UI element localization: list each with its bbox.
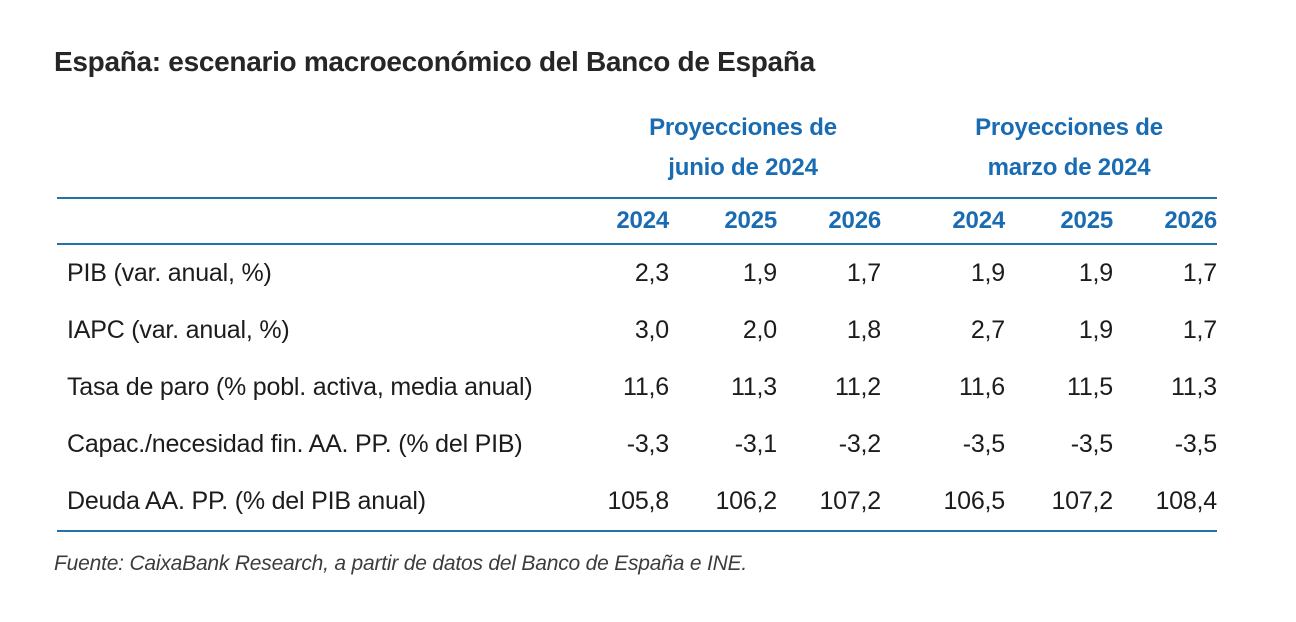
table-head: Proyecciones de junio de 2024 Proyeccion… (57, 108, 1217, 245)
empty-label-cell (57, 198, 565, 245)
cell-value: -3,3 (626, 430, 669, 458)
year-header: 2026 (1113, 198, 1217, 245)
cell-value: -3,5 (962, 430, 1005, 458)
source-note: Fuente: CaixaBank Research, a partir de … (54, 552, 748, 575)
cell-value: 1,8 (846, 316, 881, 344)
cell-value: 105,8 (565, 473, 669, 532)
cell-value: 108,4 (1113, 473, 1217, 532)
cell-value: 1,7 (1182, 259, 1217, 287)
year-header: 2024 (565, 198, 669, 245)
macro-table: Proyecciones de junio de 2024 Proyeccion… (57, 108, 1217, 532)
group-header-marzo-line2: marzo de 2024 (987, 154, 1151, 181)
empty-corner-cell (57, 108, 565, 199)
group-header-junio: Proyecciones de junio de 2024 (565, 108, 881, 199)
year-header: 2025 (669, 198, 777, 245)
table-body: PIB (var. anual, %) 2,3 1,9 1,7 1,9 1,9 … (57, 244, 1217, 532)
cell-value: 2,3 (634, 259, 669, 287)
group-header-marzo: Proyecciones de marzo de 2024 (881, 108, 1217, 199)
table-row-pib: PIB (var. anual, %) 2,3 1,9 1,7 1,9 1,9 … (57, 244, 1217, 302)
cell-value: 11,5 (1066, 373, 1113, 401)
cell-value: 11,3 (730, 373, 777, 401)
group-header-junio-line2: junio de 2024 (668, 154, 818, 181)
cell-value: 1,9 (1078, 316, 1113, 344)
cell-value: 107,2 (1005, 473, 1113, 532)
cell-value: -3,5 (1070, 430, 1113, 458)
table-row-iapc: IAPC (var. anual, %) 3,0 2,0 1,8 2,7 1,9… (57, 302, 1217, 359)
cell-value: 107,2 (777, 473, 881, 532)
cell-value: -3,1 (734, 430, 777, 458)
row-label: IAPC (var. anual, %) (67, 316, 290, 344)
cell-value: 3,0 (634, 316, 669, 344)
row-label: Tasa de paro (% pobl. activa, media anua… (67, 373, 533, 401)
cell-value: 11,2 (834, 373, 881, 401)
row-label: PIB (var. anual, %) (67, 259, 272, 287)
group-header-junio-line1: Proyecciones de (649, 114, 837, 141)
cell-value: -3,5 (1174, 430, 1217, 458)
year-header-row: 2024 2025 2026 2024 2025 2026 (57, 198, 1217, 245)
cell-value: 2,0 (742, 316, 777, 344)
group-header-marzo-line1: Proyecciones de (975, 114, 1163, 141)
table-row-tasa-paro: Tasa de paro (% pobl. activa, media anua… (57, 359, 1217, 416)
year-header: 2026 (777, 198, 881, 245)
cell-value: 2,7 (970, 316, 1005, 344)
cell-value: 1,9 (742, 259, 777, 287)
table-row-capac-necesidad: Capac./necesidad fin. AA. PP. (% del PIB… (57, 416, 1217, 473)
cell-value: 11,3 (1170, 373, 1217, 401)
cell-value: 1,9 (1078, 259, 1113, 287)
cell-value: 106,2 (669, 473, 777, 532)
year-header: 2025 (1005, 198, 1113, 245)
cell-value: 1,7 (1182, 316, 1217, 344)
cell-value: 1,9 (970, 259, 1005, 287)
row-label: Capac./necesidad fin. AA. PP. (% del PIB… (67, 430, 523, 458)
cell-value: -3,2 (838, 430, 881, 458)
table-row-deuda: Deuda AA. PP. (% del PIB anual) 105,8 10… (57, 473, 1217, 532)
cell-value: 11,6 (958, 373, 1005, 401)
year-header: 2024 (881, 198, 1005, 245)
figure-title: España: escenario macroeconómico del Ban… (54, 46, 815, 77)
row-label: Deuda AA. PP. (% del PIB anual) (57, 473, 565, 532)
group-header-row: Proyecciones de junio de 2024 Proyeccion… (57, 108, 1217, 199)
cell-value: 1,7 (846, 259, 881, 287)
cell-value: 11,6 (622, 373, 669, 401)
cell-value: 106,5 (881, 473, 1005, 532)
